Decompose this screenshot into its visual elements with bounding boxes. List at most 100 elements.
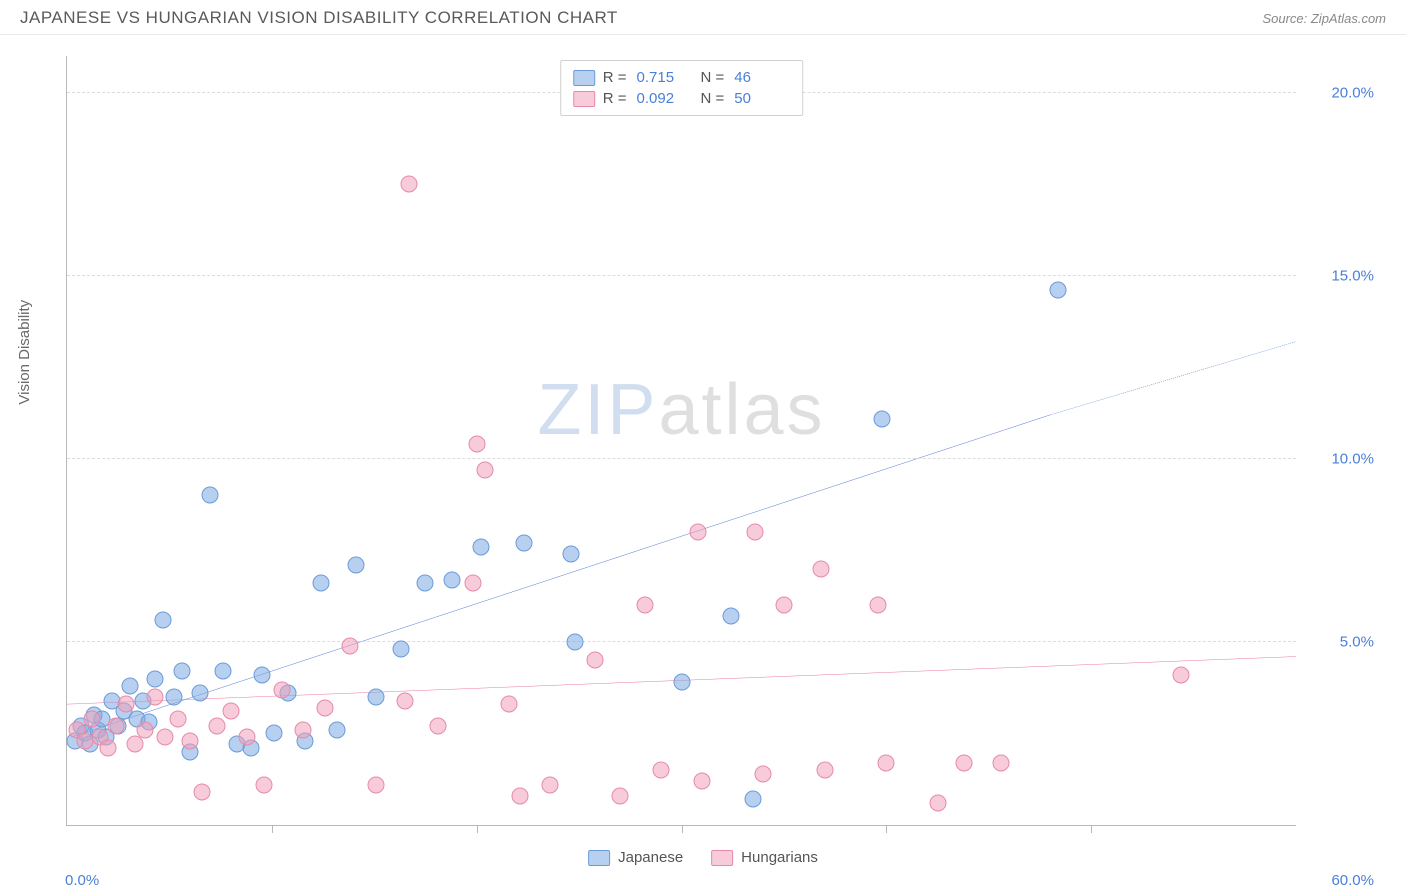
y-tick-label: 20.0% [1331, 84, 1374, 101]
watermark-zip: ZIP [537, 370, 658, 450]
data-point-japanese [155, 611, 172, 628]
watermark-atlas: atlas [658, 370, 825, 450]
data-point-hungarians [108, 718, 125, 735]
data-point-hungarians [816, 762, 833, 779]
data-point-japanese [472, 538, 489, 555]
data-point-hungarians [126, 736, 143, 753]
data-point-japanese [173, 663, 190, 680]
x-tick-label: 0.0% [65, 872, 99, 889]
data-point-japanese [202, 487, 219, 504]
data-point-japanese [329, 721, 346, 738]
data-point-hungarians [147, 688, 164, 705]
data-point-hungarians [222, 703, 239, 720]
data-point-hungarians [368, 776, 385, 793]
data-point-hungarians [274, 681, 291, 698]
x-tick-label: 60.0% [1331, 872, 1374, 889]
x-tick [272, 825, 273, 833]
y-tick-label: 10.0% [1331, 450, 1374, 467]
y-axis-label: Vision Disability [16, 300, 33, 405]
data-point-japanese [673, 674, 690, 691]
legend-swatch [711, 850, 733, 866]
data-point-hungarians [878, 754, 895, 771]
data-point-hungarians [511, 787, 528, 804]
data-point-japanese [566, 633, 583, 650]
r-value: 0.715 [637, 69, 693, 86]
data-point-hungarians [396, 692, 413, 709]
data-point-japanese [312, 575, 329, 592]
watermark: ZIPatlas [537, 369, 825, 451]
data-point-japanese [444, 571, 461, 588]
data-point-japanese [515, 535, 532, 552]
data-point-hungarians [294, 721, 311, 738]
data-point-hungarians [1173, 666, 1190, 683]
r-value: 0.092 [637, 90, 693, 107]
stats-legend-row-japanese: R = 0.715 N = 46 [573, 67, 791, 88]
gridline [67, 641, 1296, 642]
data-point-hungarians [181, 732, 198, 749]
data-point-hungarians [812, 560, 829, 577]
data-point-hungarians [118, 696, 135, 713]
data-point-japanese [347, 557, 364, 574]
data-point-japanese [214, 663, 231, 680]
legend-swatch [573, 91, 595, 107]
data-point-hungarians [429, 718, 446, 735]
data-point-hungarians [476, 461, 493, 478]
plot-area: ZIPatlas R =0.715N =46R =0.092N =50 5.0%… [66, 56, 1296, 826]
x-tick [1091, 825, 1092, 833]
n-label: N = [701, 90, 725, 107]
data-point-hungarians [468, 436, 485, 453]
data-point-japanese [265, 725, 282, 742]
data-point-hungarians [208, 718, 225, 735]
data-point-hungarians [99, 740, 116, 757]
stats-legend-row-hungarians: R = 0.092 N = 50 [573, 88, 791, 109]
legend-swatch [573, 70, 595, 86]
data-point-japanese [192, 685, 209, 702]
data-point-hungarians [194, 784, 211, 801]
data-point-hungarians [755, 765, 772, 782]
x-tick [682, 825, 683, 833]
legend-label: Japanese [618, 849, 683, 866]
data-point-hungarians [870, 597, 887, 614]
legend-label: Hungarians [741, 849, 818, 866]
x-tick [886, 825, 887, 833]
data-point-hungarians [587, 652, 604, 669]
data-point-japanese [165, 688, 182, 705]
data-point-japanese [1050, 282, 1067, 299]
data-point-hungarians [501, 696, 518, 713]
legend-item-hungarians: Hungarians [711, 849, 818, 866]
data-point-japanese [874, 410, 891, 427]
data-point-hungarians [612, 787, 629, 804]
source-label: Source: ZipAtlas.com [1262, 11, 1386, 26]
n-label: N = [701, 69, 725, 86]
chart-title: JAPANESE VS HUNGARIAN VISION DISABILITY … [20, 8, 618, 28]
data-point-japanese [368, 688, 385, 705]
data-point-japanese [562, 546, 579, 563]
trend-lines [67, 56, 1296, 825]
data-point-hungarians [775, 597, 792, 614]
r-label: R = [603, 69, 627, 86]
data-point-japanese [253, 666, 270, 683]
data-point-japanese [147, 670, 164, 687]
data-point-hungarians [542, 776, 559, 793]
chart-container: Vision Disability ZIPatlas R =0.715N =46… [20, 42, 1386, 872]
n-value: 46 [734, 69, 790, 86]
data-point-hungarians [653, 762, 670, 779]
data-point-hungarians [83, 710, 100, 727]
r-label: R = [603, 90, 627, 107]
data-point-hungarians [401, 176, 418, 193]
trend-line-japanese [71, 415, 1050, 737]
gridline [67, 275, 1296, 276]
data-point-hungarians [993, 754, 1010, 771]
data-point-japanese [722, 608, 739, 625]
data-point-japanese [392, 641, 409, 658]
data-point-hungarians [136, 721, 153, 738]
y-tick-label: 15.0% [1331, 267, 1374, 284]
data-point-hungarians [157, 729, 174, 746]
data-point-hungarians [255, 776, 272, 793]
n-value: 50 [734, 90, 790, 107]
data-point-hungarians [317, 699, 334, 716]
gridline [67, 458, 1296, 459]
trend-line-dash-japanese [1050, 342, 1296, 415]
data-point-hungarians [169, 710, 186, 727]
legend-swatch [588, 850, 610, 866]
